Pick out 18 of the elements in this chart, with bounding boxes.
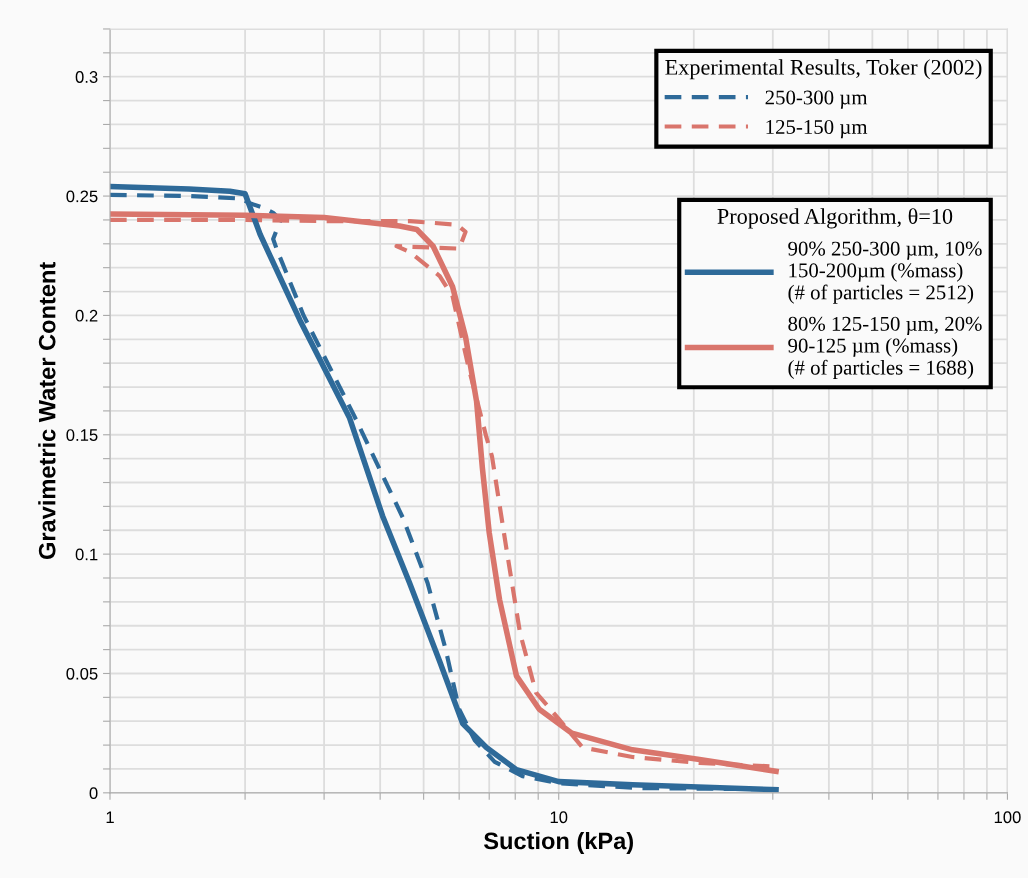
x-axis-title: Suction (kPa) (483, 831, 633, 854)
legend-label: 80% 125-150 µm, 20% 90-125 µm (%mass) (# of particles = 1688) (788, 316, 982, 379)
y-tick-label: 0.05 (66, 667, 98, 680)
y-axis-title: Gravimetric Water Content (38, 262, 56, 560)
y-tick-label: 0.3 (75, 71, 98, 83)
y-tick-label: 0.15 (66, 429, 98, 441)
y-tick-label: 0 (89, 787, 98, 800)
legend-label: 125-150 µm (766, 119, 868, 139)
legend-label: 250-300 µm (765, 90, 868, 109)
x-tick-label: 1 (106, 811, 114, 823)
legend-label: 90% 250-300 µm, 10% 150-200µm (%mass) (# of particles = 2512) (788, 241, 982, 304)
annotation: Proposed Algorithm, θ=10 (717, 208, 953, 229)
y-tick-label: 0.2 (75, 309, 98, 322)
y-tick-label: 0.25 (66, 190, 98, 203)
legend-title: Experimental Results, Toker (2002) (665, 59, 982, 80)
y-tick-label: 0.1 (75, 548, 98, 561)
x-tick-label: 100 (994, 811, 1021, 824)
x-tick-label: 10 (550, 811, 568, 824)
